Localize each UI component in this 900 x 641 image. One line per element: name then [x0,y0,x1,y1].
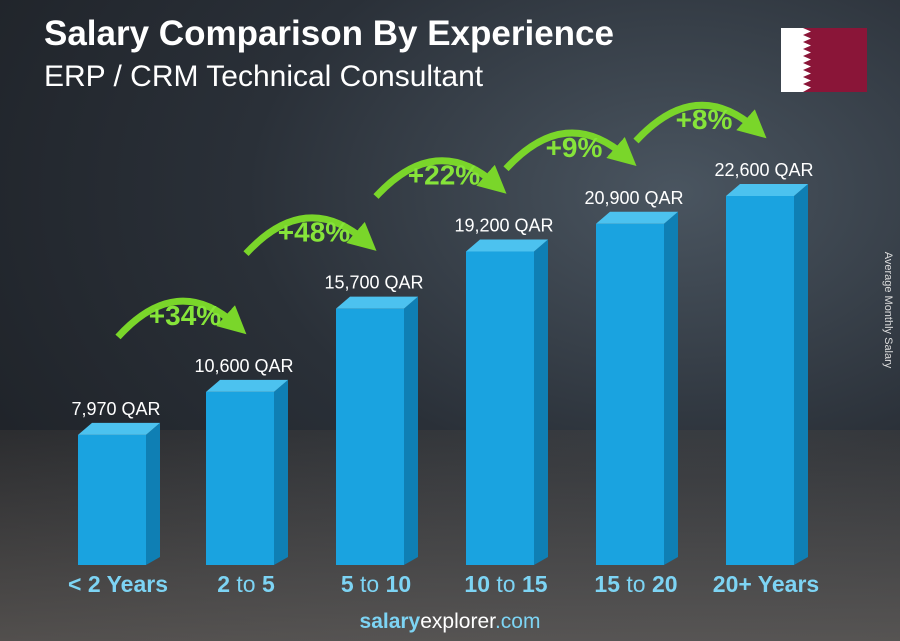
growth-arrow [503,129,637,172]
y-axis-label: Average Monthly Salary [882,251,894,369]
bar-top [336,296,418,309]
category-label: 15 to 20 [594,571,677,597]
category-part: 15 [594,571,620,597]
growth-arrow [243,214,377,257]
value-label: 7,970 QAR [71,399,160,419]
category-part: 15 [522,571,548,597]
category-label: 2 to 5 [217,571,275,597]
brand-salary: salary [359,610,421,633]
chart-subtitle: ERP / CRM Technical Consultant [44,60,484,93]
category-part: to [490,571,522,597]
value-label: 19,200 QAR [454,216,553,236]
category-part: 5 [262,571,275,597]
bar-side [794,184,808,565]
growth-percent: +48% [278,217,350,248]
bar [726,196,794,565]
category-part: to [354,571,386,597]
value-label: 20,900 QAR [584,188,683,208]
bar-top [206,379,288,392]
bar [78,434,146,565]
bar-top [466,239,548,252]
category-part: 20+ Years [713,571,819,597]
category-part: 2 [217,571,230,597]
bar-side [534,239,548,565]
category-part: to [620,571,652,597]
category-part: to [230,571,262,597]
brand-tld: .com [494,610,541,633]
category-label: < 2 Years [68,571,168,597]
brand-explorer: explorer [420,610,495,633]
bar-side [664,211,678,565]
bar [596,223,664,565]
growth-percent: +22% [408,160,480,191]
chart-title: Salary Comparison By Experience [44,14,614,53]
growth-percent: +9% [546,132,603,163]
bar-side [274,379,288,565]
category-label: 20+ Years [713,571,819,597]
growth-arrow [633,101,767,144]
category-part: 5 [341,571,354,597]
growth-arrow [373,157,507,199]
growth-percent: +8% [676,104,733,135]
bar [466,251,534,565]
bar-top [726,184,808,196]
bar [336,308,404,565]
category-part: 10 [386,571,412,597]
bar-top [78,422,160,435]
bar [206,391,274,565]
growth-percent: +34% [149,300,221,331]
category-part: < 2 Years [68,571,168,597]
value-label: 10,600 QAR [194,356,293,376]
bar-top [596,211,678,224]
bar-side [404,296,418,565]
category-label: 5 to 10 [341,571,411,597]
category-label: 10 to 15 [464,571,547,597]
category-part: 20 [652,571,678,597]
value-label: 15,700 QAR [324,273,423,293]
category-part: 10 [464,571,490,597]
growth-arrow [115,297,247,340]
qatar-flag-icon [781,28,867,92]
value-label: 22,600 QAR [714,160,813,180]
footer-brand[interactable]: salaryexplorer.com [0,610,900,634]
bar-side [146,422,160,565]
